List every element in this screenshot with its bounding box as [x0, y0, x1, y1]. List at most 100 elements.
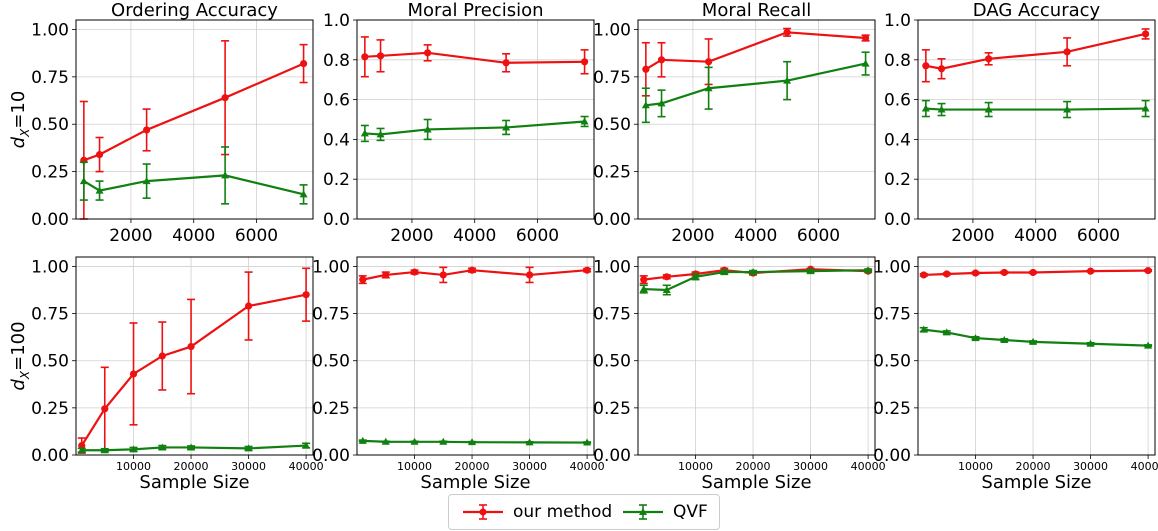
y-tick-label: 0.0	[323, 210, 350, 230]
x-tick-label: 30000	[1073, 460, 1108, 473]
data-point-our-method	[920, 271, 928, 279]
data-point-qvf	[376, 130, 385, 138]
data-point-qvf	[299, 190, 308, 198]
x-tick-label: 10000	[116, 460, 151, 473]
y-tick-label: 1.00	[593, 257, 631, 277]
row-label-1: dX=100	[8, 321, 32, 390]
x-tick-label: 40000	[1131, 460, 1158, 473]
data-point-our-method	[95, 150, 104, 159]
y-tick-label: 0.25	[873, 399, 911, 419]
data-point-qvf	[158, 443, 167, 451]
y-tick-label: 0.75	[31, 68, 69, 88]
x-tick-label: 30000	[793, 460, 828, 473]
data-point-qvf	[921, 104, 930, 112]
y-tick-label: 0.00	[593, 446, 631, 466]
data-point-qvf	[79, 177, 88, 185]
data-point-qvf	[942, 328, 951, 336]
data-point-our-method	[640, 276, 648, 284]
y-tick-label: 0.00	[593, 210, 631, 230]
data-point-qvf	[439, 437, 448, 445]
data-point-qvf	[187, 443, 196, 451]
plot-frame	[917, 256, 1156, 456]
data-point-our-method	[642, 65, 650, 73]
data-point-our-method	[580, 58, 589, 66]
data-point-our-method	[424, 49, 432, 57]
x-tick-label: 40000	[570, 460, 605, 473]
data-point-qvf	[704, 84, 713, 92]
data-point-qvf	[502, 123, 511, 131]
panel-r0-c0: 0.00 0.25 0.50 0.75 1.00 2000 4000 6000 Ordering…	[31, 0, 314, 246]
x-tick-label: 20000	[736, 460, 771, 473]
y-tick-label: 1.00	[31, 257, 69, 277]
y-tick-label: 0.00	[873, 446, 911, 466]
data-point-qvf	[1141, 104, 1150, 112]
y-tick-label: 0.0	[884, 210, 911, 230]
data-point-our-method	[221, 94, 229, 102]
y-tick-label: 0.4	[884, 130, 911, 150]
data-point-our-method	[525, 271, 534, 279]
data-point-our-method	[158, 352, 166, 360]
data-point-our-method	[583, 266, 591, 274]
panel-title: Moral Recall	[702, 0, 811, 21]
data-point-our-method	[302, 291, 310, 299]
panel-r0-c2: 0.00 0.25 0.50 0.75 1.00 2000 4000 6000 Moral Re…	[593, 0, 876, 246]
data-point-qvf	[129, 445, 138, 453]
data-point-our-method	[1141, 30, 1150, 38]
x-tick-label: 6000	[235, 226, 278, 246]
data-point-qvf	[720, 268, 729, 276]
x-tick-label: 4000	[734, 226, 777, 246]
legend: our method QVF	[448, 494, 720, 530]
x-tick-label: 6000	[516, 226, 559, 246]
y-tick-label: 0.50	[31, 352, 69, 372]
x-axis-label: Sample Size	[420, 472, 530, 490]
x-tick-label: 40000	[289, 460, 324, 473]
data-point-qvf	[937, 105, 946, 113]
panel-r1-c1: 0.00 0.25 0.50 0.75 1.00 10000 20000 30000 40000…	[312, 256, 605, 490]
x-axis-label: Sample Size	[701, 472, 811, 490]
y-tick-label: 0.00	[31, 446, 69, 466]
data-point-our-method	[1000, 268, 1008, 277]
plot-frame	[356, 256, 595, 456]
y-tick-label: 0.75	[312, 305, 350, 325]
data-point-qvf	[580, 117, 589, 125]
x-tick-label: 20000	[455, 460, 490, 473]
data-point-our-method	[1086, 267, 1095, 275]
data-point-qvf	[468, 438, 477, 446]
panel-r1-c0: 0.00 0.25 0.50 0.75 1.00 10000 20000 30000 40000…	[31, 256, 324, 490]
data-point-qvf	[1144, 341, 1153, 349]
data-point-qvf	[221, 171, 230, 179]
y-tick-label: 0.25	[31, 399, 69, 419]
data-point-our-method	[705, 58, 713, 66]
y-tick-label: 0.00	[312, 446, 350, 466]
y-tick-label: 0.6	[884, 91, 911, 111]
data-point-our-method	[468, 266, 476, 274]
y-tick-label: 1.0	[884, 11, 911, 31]
data-point-our-method	[187, 342, 195, 351]
x-axis-label: Sample Size	[139, 472, 249, 490]
x-tick-label: 4000	[1014, 226, 1057, 246]
panel-title: Ordering Accuracy	[111, 0, 278, 21]
legend-marker-our-method	[463, 504, 503, 520]
data-point-qvf	[783, 76, 792, 84]
data-point-qvf	[583, 438, 592, 446]
data-point-qvf	[1063, 105, 1072, 113]
data-point-qvf	[971, 334, 980, 342]
x-tick-label: 30000	[512, 460, 547, 473]
x-tick-label: 4000	[453, 226, 496, 246]
x-tick-label: 2000	[951, 226, 994, 246]
x-tick-label: 10000	[397, 460, 432, 473]
data-point-our-method	[143, 126, 151, 134]
legend-marker-qvf	[623, 504, 663, 520]
data-point-our-method	[663, 273, 671, 281]
x-tick-label: 2000	[390, 226, 433, 246]
y-tick-label: 0.2	[323, 170, 350, 190]
data-point-our-method	[937, 65, 946, 73]
data-point-qvf	[1029, 337, 1038, 345]
y-tick-label: 1.0	[323, 11, 350, 31]
y-tick-label: 0.00	[31, 210, 69, 230]
data-point-qvf	[358, 436, 367, 444]
data-point-our-method	[861, 34, 870, 42]
data-point-qvf	[1086, 339, 1095, 347]
data-point-qvf	[1000, 335, 1009, 343]
plot-frame	[75, 256, 314, 456]
